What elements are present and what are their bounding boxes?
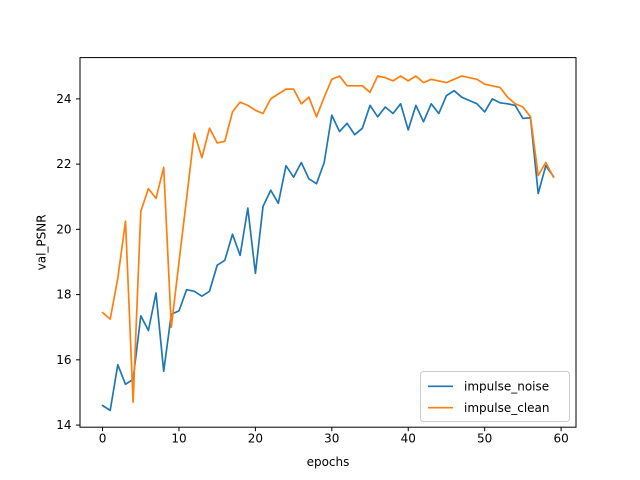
series-line-impulse_clean (101, 75, 555, 404)
x-tick-label: 50 (477, 432, 492, 446)
legend-label-impulse-noise: impulse_noise (464, 380, 549, 394)
y-tick-label: 16 (56, 353, 71, 367)
series-line-impulse_noise (101, 89, 555, 412)
y-tick-label: 20 (56, 222, 71, 236)
plot-area: 0 10 20 30 40 50 60 14 16 18 20 22 24 (56, 57, 577, 446)
legend-label-impulse-clean: impulse_clean (464, 401, 550, 415)
plot-border (79, 57, 577, 428)
y-tick-label: 24 (56, 92, 71, 106)
legend-box (420, 371, 570, 422)
x-tick-label: 20 (248, 432, 263, 446)
x-tick-label: 0 (99, 432, 107, 446)
y-tick-label: 22 (56, 157, 71, 171)
x-tick-label: 30 (324, 432, 339, 446)
y-tick-label: 14 (56, 418, 71, 432)
y-tick-label: 18 (56, 288, 71, 302)
legend: impulse_noise impulse_clean (420, 371, 570, 422)
x-tick-label: 60 (553, 432, 568, 446)
x-axis-label: epochs (307, 455, 350, 469)
x-tick-label: 10 (171, 432, 186, 446)
x-tick-label: 40 (401, 432, 416, 446)
y-axis-label: val_PSNR (35, 214, 49, 270)
